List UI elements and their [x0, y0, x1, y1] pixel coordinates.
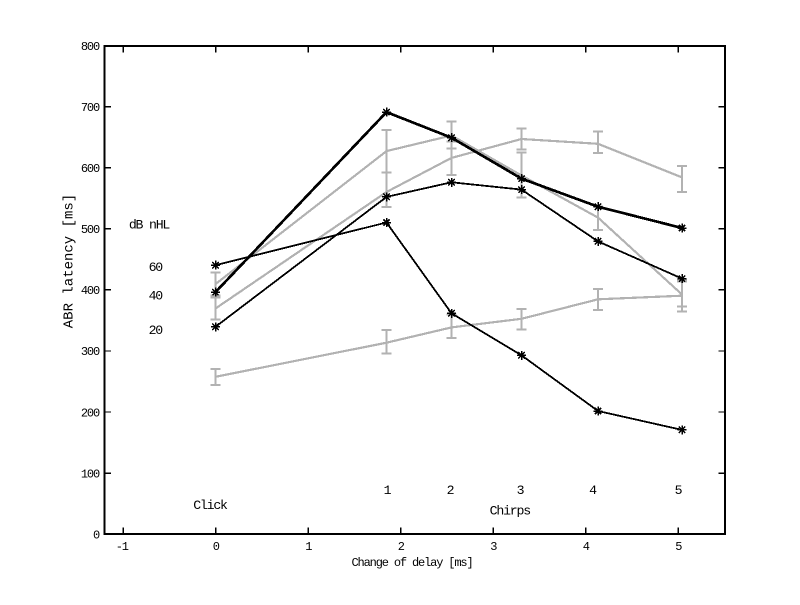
svg-text:Chirps: Chirps — [490, 504, 531, 519]
svg-text:ABR latency [ms]: ABR latency [ms] — [62, 194, 78, 328]
svg-text:3: 3 — [490, 540, 497, 554]
svg-text:0: 0 — [213, 540, 220, 554]
svg-text:Click: Click — [193, 498, 228, 513]
svg-text:4: 4 — [589, 483, 597, 498]
svg-text:20: 20 — [149, 323, 164, 338]
svg-text:300: 300 — [81, 345, 100, 359]
svg-text:3: 3 — [517, 483, 525, 498]
svg-text:1: 1 — [384, 483, 392, 498]
svg-text:-1: -1 — [116, 540, 129, 554]
svg-text:5: 5 — [675, 483, 683, 498]
svg-text:800: 800 — [81, 40, 100, 54]
svg-text:500: 500 — [81, 223, 100, 237]
svg-text:0: 0 — [93, 529, 100, 543]
svg-text:5: 5 — [675, 540, 682, 554]
svg-text:dB nHL: dB nHL — [129, 218, 171, 233]
svg-text:100: 100 — [81, 467, 100, 481]
svg-text:400: 400 — [81, 284, 100, 298]
svg-text:2: 2 — [447, 483, 454, 498]
svg-text:1: 1 — [305, 540, 312, 554]
svg-text:4: 4 — [583, 540, 590, 554]
svg-text:40: 40 — [149, 288, 164, 303]
svg-text:200: 200 — [81, 406, 100, 420]
svg-text:2: 2 — [398, 540, 405, 554]
svg-text:600: 600 — [81, 162, 100, 176]
svg-text:700: 700 — [81, 101, 100, 115]
svg-text:Change of delay [ms]: Change of delay [ms] — [351, 556, 472, 570]
svg-text:60: 60 — [149, 260, 164, 275]
